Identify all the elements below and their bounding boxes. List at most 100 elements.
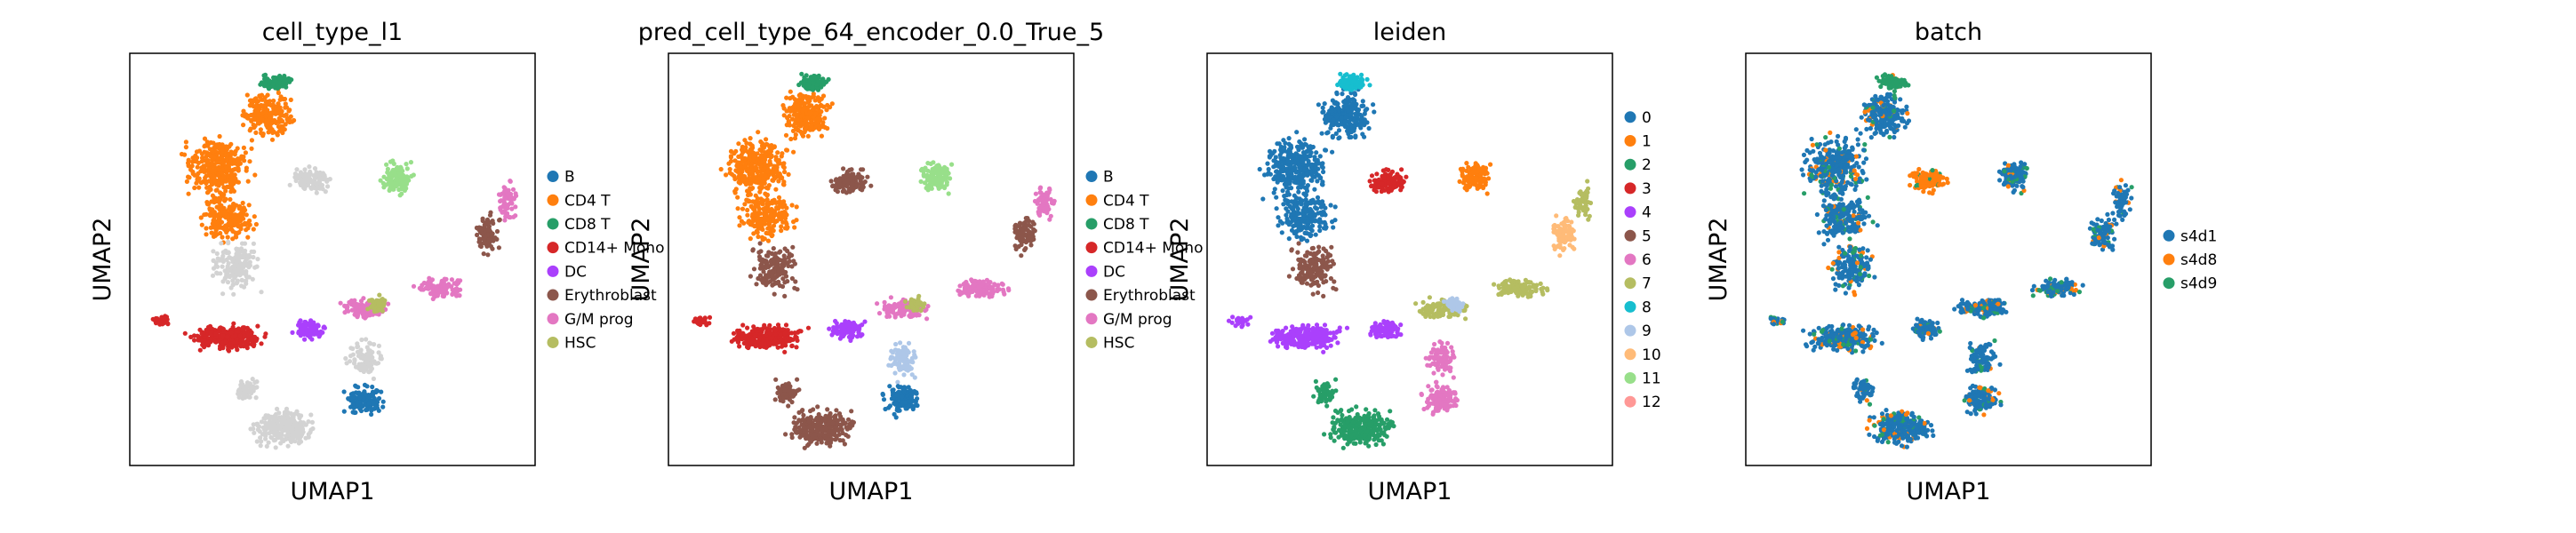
data-point [228,221,232,226]
x-axis-label: UMAP1 [291,478,375,505]
data-point [255,257,260,261]
data-point [313,166,317,171]
data-point [245,92,250,97]
data-point [795,99,799,103]
data-point [268,112,272,116]
data-point [760,227,764,232]
data-point [901,310,906,314]
data-point [347,397,351,402]
data-point [759,278,764,282]
data-point [377,293,381,298]
data-point [935,183,940,187]
data-point [844,179,849,183]
data-point [772,253,777,258]
data-point [780,103,785,107]
data-point [198,348,203,353]
data-point [205,160,210,164]
data-point [996,287,1000,291]
data-point [252,214,257,219]
data-point [757,147,762,152]
data-point [897,303,901,307]
data-point [1006,288,1011,292]
data-point [237,267,242,272]
data-point [808,128,812,132]
data-point [773,155,778,159]
data-point [214,271,219,275]
data-point [292,439,297,443]
data-point [1038,210,1043,214]
data-point [212,259,216,263]
data-point [253,131,258,135]
data-point [808,109,812,114]
data-point [777,195,781,200]
data-point [267,130,271,134]
data-point [923,180,927,185]
data-point [509,207,514,211]
data-point [498,205,502,210]
data-point [889,354,893,359]
data-point [745,326,749,330]
data-point [379,390,383,394]
data-point [281,84,285,88]
data-point [778,161,782,165]
data-point [227,251,231,255]
data-point [967,290,972,295]
data-point [377,350,381,354]
data-point [284,425,289,429]
data-point [444,290,448,295]
data-point [254,385,259,389]
data-point [753,155,757,160]
data-point [942,165,947,170]
data-point [978,279,982,283]
data-point [213,231,218,235]
data-point [907,341,911,346]
data-point [244,212,249,217]
data-point [744,182,748,187]
data-point [806,115,811,120]
data-point [232,189,236,194]
data-point [277,80,282,84]
data-point [1000,282,1004,286]
data-point [893,356,898,361]
data-point [204,232,208,236]
data-point [759,172,764,177]
data-point [892,412,897,417]
data-point [229,345,234,349]
data-point [159,320,164,324]
data-point [889,308,893,313]
data-point [763,236,767,241]
data-point [290,330,294,335]
data-point [236,146,240,150]
data-point [765,186,770,190]
data-point [945,180,949,185]
data-point [1024,223,1028,227]
data-point [308,412,313,417]
data-point [377,344,381,348]
legend-label: B [564,169,575,187]
data-point [921,305,925,309]
data-point [359,338,364,342]
data-point [265,99,269,104]
data-point [246,179,251,184]
data-point [787,255,791,259]
data-point [901,372,906,377]
data-point [949,163,954,167]
data-point [356,354,361,358]
data-point [244,150,248,155]
data-point [1002,292,1006,297]
data-point [822,115,827,120]
data-point [749,163,754,168]
data-point [767,331,772,336]
data-point [842,328,846,332]
data-point [1024,240,1028,244]
data-point [202,169,206,173]
data-point [252,125,256,130]
data-point [730,172,734,177]
data-point [696,318,700,322]
data-point [797,93,802,98]
data-point [236,247,240,251]
data-point [756,327,760,331]
data-point [371,299,375,304]
data-point [735,162,740,166]
data-point [242,158,246,163]
